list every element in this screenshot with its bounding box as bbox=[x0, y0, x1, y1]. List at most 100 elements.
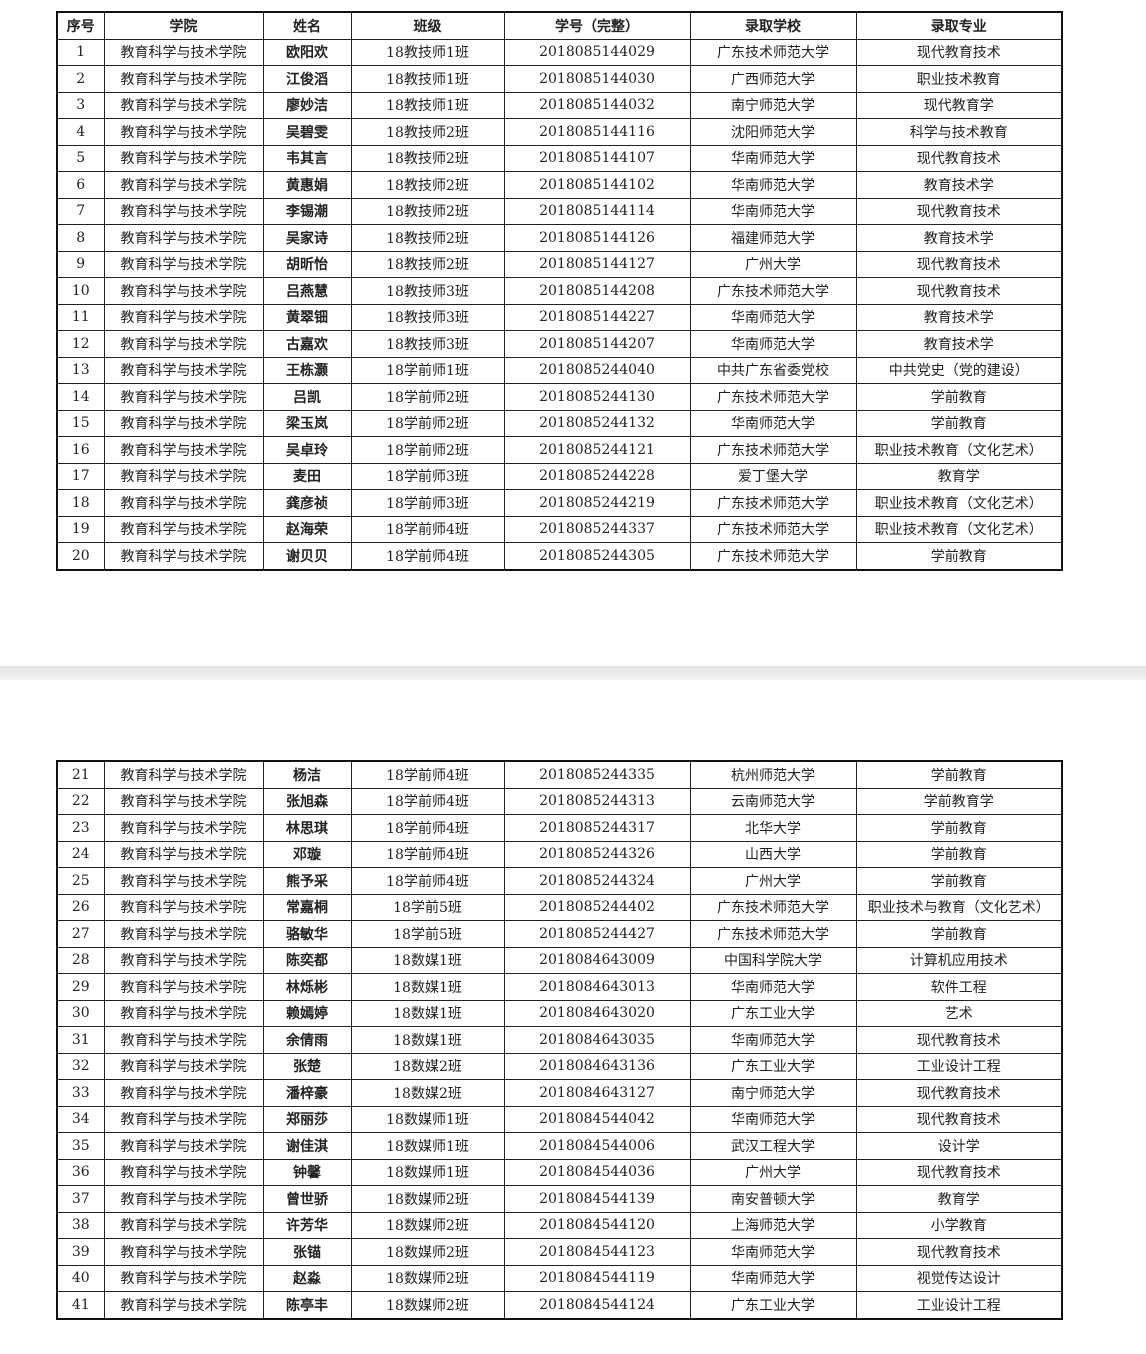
cell-admitted-major: 学前教育 bbox=[855, 383, 1063, 411]
cell-college: 教育科学与技术学院 bbox=[103, 1079, 264, 1107]
cell-class: 18教技师1班 bbox=[350, 38, 505, 66]
cell-name: 吕燕慧 bbox=[262, 277, 352, 305]
cell-name: 黄翠钿 bbox=[262, 303, 352, 331]
cell-index: 4 bbox=[56, 118, 105, 146]
cell-index: 11 bbox=[56, 303, 105, 331]
cell-admitted-major: 现代教育技术 bbox=[855, 38, 1063, 66]
cell-admitted-major: 教育学 bbox=[855, 462, 1063, 490]
cell-admitted-major: 中共党史（党的建设） bbox=[855, 356, 1063, 384]
table-row: 38 教育科学与技术学院 许芳华 18数媒师2班 2018084544120 上海师范大学… bbox=[56, 1211, 1063, 1239]
cell-index: 8 bbox=[56, 224, 105, 252]
cell-class: 18数媒1班 bbox=[350, 1026, 505, 1054]
cell-admitted-major: 视觉传达设计 bbox=[855, 1264, 1063, 1292]
cell-student-id: 2018084643035 bbox=[503, 1026, 691, 1054]
cell-admitted-school: 广州大学 bbox=[689, 1158, 857, 1186]
table-row: 12 教育科学与技术学院 古嘉欢 18教技师3班 2018085144207 华南师范大学… bbox=[56, 330, 1063, 358]
cell-college: 教育科学与技术学院 bbox=[103, 542, 264, 570]
cell-name: 胡昕怡 bbox=[262, 250, 352, 278]
cell-class: 18教技师3班 bbox=[350, 277, 505, 305]
cell-index: 39 bbox=[56, 1238, 105, 1266]
cell-student-id: 2018085144032 bbox=[503, 91, 691, 119]
table-row: 29 教育科学与技术学院 林烁彬 18数媒1班 2018084643013 华南师范大学软… bbox=[56, 973, 1063, 1001]
table-row: 15 教育科学与技术学院 梁玉岚 18学前师2班 2018085244132 华南师范大学… bbox=[56, 409, 1063, 437]
cell-college: 教育科学与技术学院 bbox=[103, 303, 264, 331]
cell-admitted-major: 学前教育 bbox=[855, 840, 1063, 868]
cell-class: 18学前师3班 bbox=[350, 462, 505, 490]
cell-college: 教育科学与技术学院 bbox=[103, 38, 264, 66]
table-row: 1 教育科学与技术学院 欧阳欢 18教技师1班 2018085144029 广东技术师范大… bbox=[56, 38, 1063, 66]
cell-student-id: 2018085144127 bbox=[503, 250, 691, 278]
cell-class: 18教技师3班 bbox=[350, 303, 505, 331]
cell-index: 12 bbox=[56, 330, 105, 358]
cell-admitted-school: 北华大学 bbox=[689, 814, 857, 842]
table-row: 2 教育科学与技术学院 江俊滔 18教技师1班 2018085144030 广西师范大学职… bbox=[56, 65, 1063, 93]
cell-college: 教育科学与技术学院 bbox=[103, 867, 264, 895]
cell-class: 18教技师1班 bbox=[350, 91, 505, 119]
cell-class: 18学前师1班 bbox=[350, 356, 505, 384]
table-row: 22 教育科学与技术学院 张旭森 18学前师4班 2018085244313 云南师范大学… bbox=[56, 787, 1063, 815]
cell-class: 18教技师2班 bbox=[350, 171, 505, 199]
cell-index: 13 bbox=[56, 356, 105, 384]
table-row: 7 教育科学与技术学院 李锡潮 18教技师2班 2018085144114 华南师范大学现… bbox=[56, 197, 1063, 225]
cell-index: 23 bbox=[56, 814, 105, 842]
table-row: 8 教育科学与技术学院 吴家诗 18教技师2班 2018085144126 福建师范大学教… bbox=[56, 224, 1063, 252]
cell-admitted-school: 广东技术师范大学 bbox=[689, 515, 857, 543]
cell-college: 教育科学与技术学院 bbox=[103, 224, 264, 252]
cell-name: 林烁彬 bbox=[262, 973, 352, 1001]
cell-student-id: 2018085244313 bbox=[503, 787, 691, 815]
cell-admitted-major: 现代教育技术 bbox=[855, 1105, 1063, 1133]
cell-class: 18学前师2班 bbox=[350, 436, 505, 464]
cell-college: 教育科学与技术学院 bbox=[103, 277, 264, 305]
cell-admitted-major: 学前教育 bbox=[855, 542, 1063, 570]
cell-admitted-major: 职业技术教育 bbox=[855, 65, 1063, 93]
cell-class: 18数媒2班 bbox=[350, 1079, 505, 1107]
cell-name: 麦田 bbox=[262, 462, 352, 490]
table-row: 28 教育科学与技术学院 陈奕都 18数媒1班 2018084643009 中国科学院大学… bbox=[56, 946, 1063, 974]
cell-index: 27 bbox=[56, 920, 105, 948]
cell-name: 吴家诗 bbox=[262, 224, 352, 252]
cell-college: 教育科学与技术学院 bbox=[103, 946, 264, 974]
cell-college: 教育科学与技术学院 bbox=[103, 787, 264, 815]
cell-admitted-major: 职业技术与教育（文化艺术） bbox=[855, 893, 1063, 921]
cell-class: 18教技师2班 bbox=[350, 197, 505, 225]
cell-admitted-major: 工业设计工程 bbox=[855, 1052, 1063, 1080]
cell-student-id: 2018085144227 bbox=[503, 303, 691, 331]
cell-student-id: 2018085144207 bbox=[503, 330, 691, 358]
cell-student-id: 2018084544124 bbox=[503, 1291, 691, 1319]
cell-name: 韦其言 bbox=[262, 144, 352, 172]
cell-name: 廖妙洁 bbox=[262, 91, 352, 119]
cell-college: 教育科学与技术学院 bbox=[103, 840, 264, 868]
cell-college: 教育科学与技术学院 bbox=[103, 814, 264, 842]
cell-index: 30 bbox=[56, 999, 105, 1027]
cell-student-id: 2018085144126 bbox=[503, 224, 691, 252]
cell-admitted-major: 学前教育 bbox=[855, 920, 1063, 948]
cell-name: 常嘉桐 bbox=[262, 893, 352, 921]
cell-admitted-school: 广东技术师范大学 bbox=[689, 436, 857, 464]
cell-admitted-school: 广东技术师范大学 bbox=[689, 920, 857, 948]
cell-admitted-school: 广西师范大学 bbox=[689, 65, 857, 93]
table-row: 36 教育科学与技术学院 钟馨 18数媒师1班 2018084544036 广州大学 现代教… bbox=[56, 1158, 1063, 1186]
cell-college: 教育科学与技术学院 bbox=[103, 1105, 264, 1133]
table-row: 9 教育科学与技术学院 胡昕怡 18教技师2班 2018085144127 广州大学 现代教… bbox=[56, 250, 1063, 278]
cell-admitted-school: 广州大学 bbox=[689, 867, 857, 895]
cell-index: 14 bbox=[56, 383, 105, 411]
cell-name: 黄惠娟 bbox=[262, 171, 352, 199]
table-row: 32 教育科学与技术学院 张楚 18数媒2班 2018084643136 广东工业大学 工业… bbox=[56, 1052, 1063, 1080]
header-class: 班级 bbox=[350, 11, 505, 40]
cell-admitted-school: 沈阳师范大学 bbox=[689, 118, 857, 146]
table-row: 39 教育科学与技术学院 张锚 18数媒师2班 2018084544123 华南师范大学现… bbox=[56, 1238, 1063, 1266]
cell-class: 18学前师2班 bbox=[350, 409, 505, 437]
cell-index: 17 bbox=[56, 462, 105, 490]
cell-admitted-school: 广东技术师范大学 bbox=[689, 893, 857, 921]
cell-class: 18数媒师2班 bbox=[350, 1291, 505, 1319]
cell-name: 古嘉欢 bbox=[262, 330, 352, 358]
table-row: 35 教育科学与技术学院 谢佳淇 18数媒师1班 2018084544006 武汉工程大学… bbox=[56, 1132, 1063, 1160]
cell-admitted-school: 华南师范大学 bbox=[689, 303, 857, 331]
table-row: 19 教育科学与技术学院 赵海荣 18学前师4班 2018085244337 广东技术师范… bbox=[56, 515, 1063, 543]
cell-admitted-school: 华南师范大学 bbox=[689, 973, 857, 1001]
cell-college: 教育科学与技术学院 bbox=[103, 462, 264, 490]
cell-college: 教育科学与技术学院 bbox=[103, 383, 264, 411]
cell-student-id: 2018085244219 bbox=[503, 489, 691, 517]
cell-admitted-school: 华南师范大学 bbox=[689, 1026, 857, 1054]
cell-admitted-major: 科学与技术教育 bbox=[855, 118, 1063, 146]
